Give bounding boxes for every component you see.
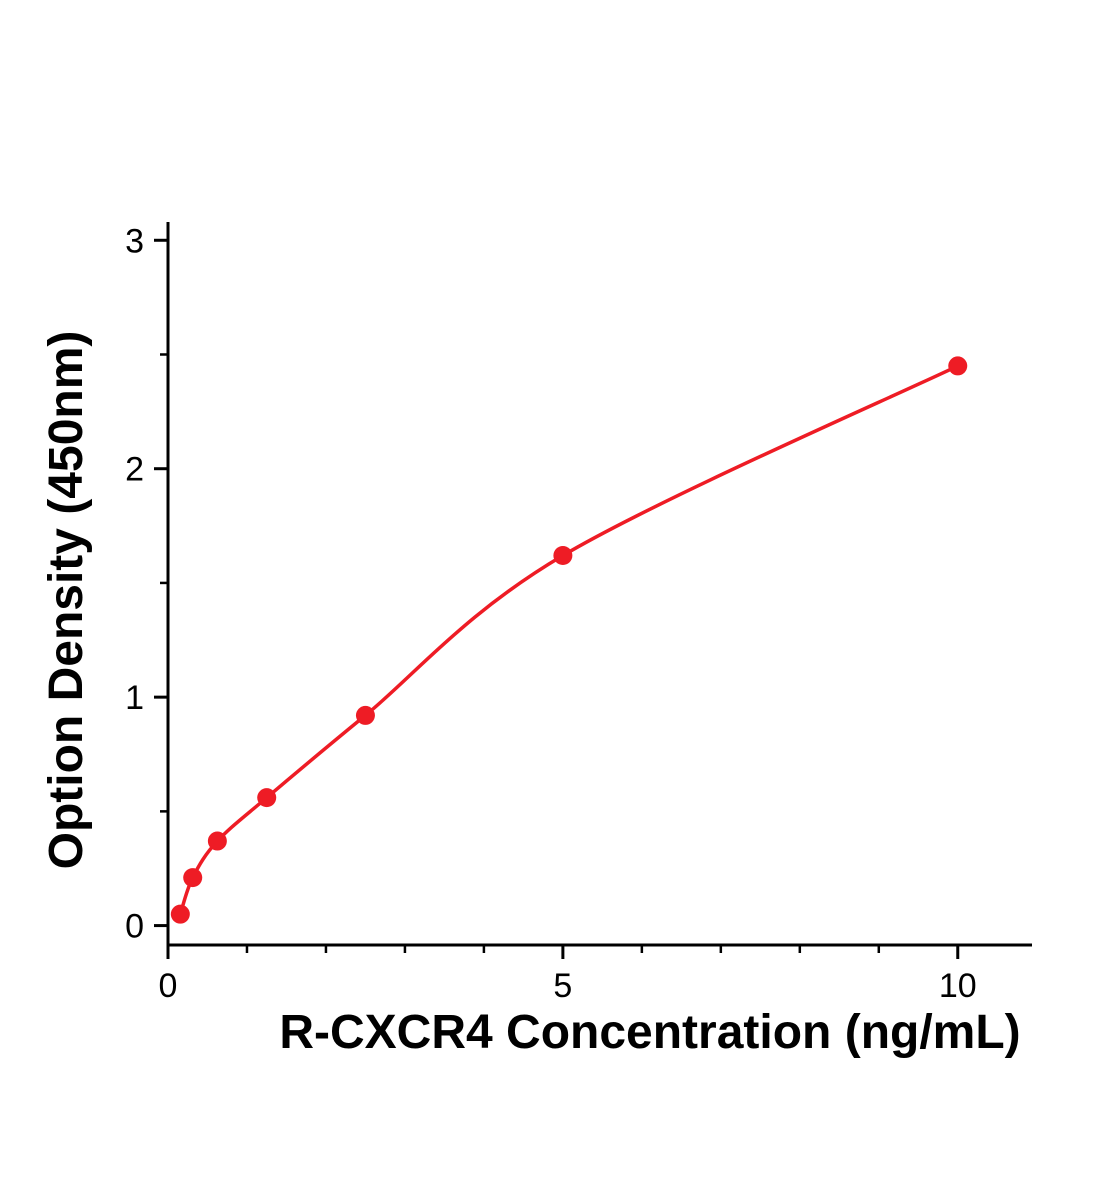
x-tick-label: 5 — [553, 967, 572, 1005]
y-axis-title: Option Density (450nm) — [40, 331, 93, 870]
x-tick-label: 0 — [159, 967, 178, 1005]
y-tick-label: 0 — [125, 908, 144, 946]
fit-curve — [178, 364, 960, 916]
y-tick-label: 2 — [125, 451, 144, 489]
x-tick-label: 10 — [939, 967, 977, 1005]
y-tick-label: 3 — [125, 222, 144, 260]
data-point — [170, 904, 190, 924]
data-point — [207, 831, 227, 851]
y-tick-label: 1 — [125, 679, 144, 717]
data-series-layer — [170, 356, 968, 924]
data-point — [257, 788, 277, 808]
axes-layer: 0 5 10 0 1 2 3 — [125, 222, 1032, 1005]
data-point — [183, 868, 203, 888]
x-axis-title: R-CXCR4 Concentration (ng/mL) — [279, 1006, 1020, 1059]
data-point — [948, 356, 968, 376]
data-point — [355, 705, 375, 725]
data-point — [553, 546, 573, 566]
